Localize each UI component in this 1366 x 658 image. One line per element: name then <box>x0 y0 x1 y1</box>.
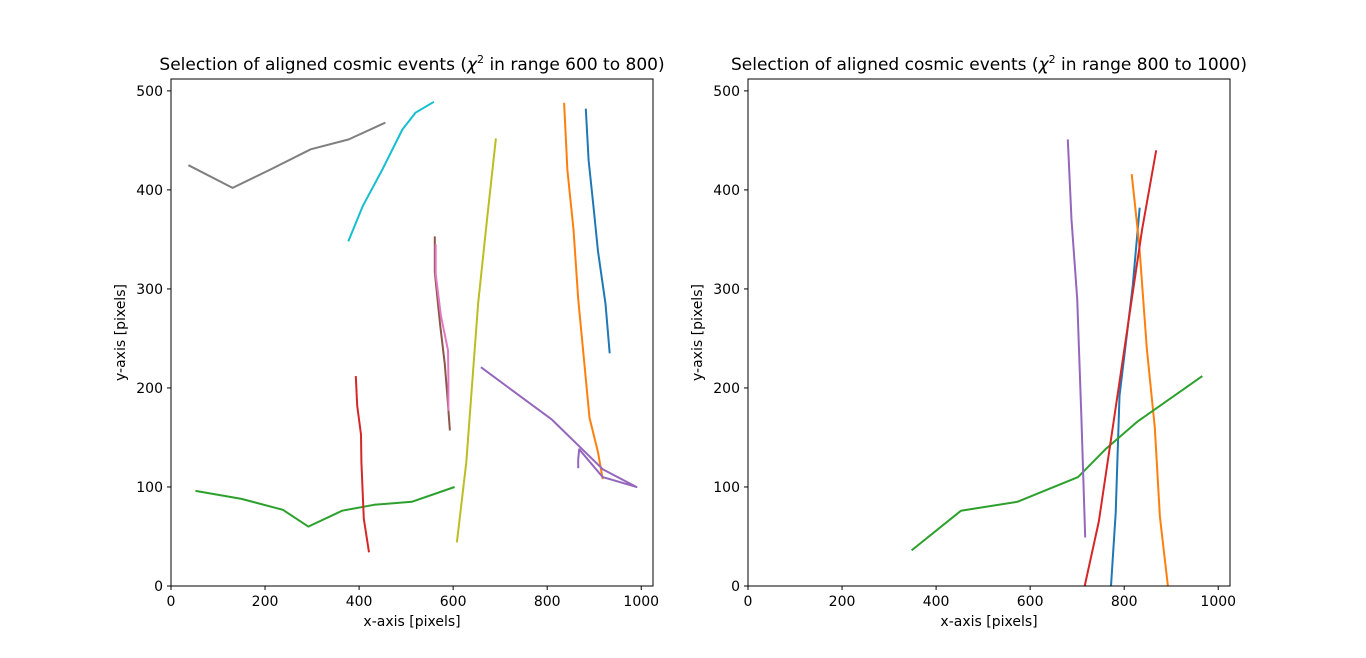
y-tick-label: 200 <box>136 381 163 397</box>
series-line-3 <box>910 375 1203 552</box>
x-tick-label: 1000 <box>1200 594 1236 610</box>
plot-area <box>910 139 1203 586</box>
x-tick-label: 800 <box>1111 594 1138 610</box>
y-tick-label: 300 <box>136 282 163 298</box>
y-tick-label: 0 <box>731 579 740 595</box>
x-tick-label: 200 <box>829 594 856 610</box>
y-tick-label: 200 <box>713 381 740 397</box>
chart-panel-right: 0 200 400 600 800 1000 0 100 200 300 400 500 x-axis … <box>690 53 1247 630</box>
x-tick-label: 600 <box>440 594 467 610</box>
x-tick-label: 1000 <box>623 594 659 610</box>
x-tick-label: 0 <box>167 594 176 610</box>
series-line-10 <box>347 100 435 242</box>
series-line-8 <box>187 121 386 189</box>
series-line-3 <box>195 486 455 528</box>
x-axis-label: x-axis [pixels] <box>363 614 460 630</box>
x-tick-label: 200 <box>252 594 279 610</box>
plot-area <box>187 100 638 553</box>
axes-frame <box>747 78 1231 587</box>
series-line-5 <box>1066 139 1087 538</box>
series-line-1 <box>1110 207 1141 586</box>
series-line-2 <box>1130 173 1169 586</box>
y-tick-label: 400 <box>713 183 740 199</box>
series-line-1 <box>584 108 611 354</box>
series-line-4 <box>1083 150 1158 586</box>
y-tick-label: 300 <box>713 282 740 298</box>
series-line-9 <box>455 138 497 543</box>
y-axis-label: y-axis [pixels] <box>690 284 706 381</box>
chart-panel-left: 0 200 400 600 800 1000 0 100 200 300 400 500 x-axis … <box>113 53 665 630</box>
y-tick-label: 100 <box>713 480 740 496</box>
x-tick-label: 400 <box>923 594 950 610</box>
y-tick-label: 0 <box>154 579 163 595</box>
y-tick-label: 500 <box>713 84 740 100</box>
x-tick-label: 600 <box>1017 594 1044 610</box>
y-tick-label: 100 <box>136 480 163 496</box>
chart-title: Selection of aligned cosmic events (χ2 i… <box>159 53 664 75</box>
y-tick-label: 500 <box>136 84 163 100</box>
x-tick-label: 0 <box>744 594 753 610</box>
series-line-2 <box>563 102 604 480</box>
y-tick-label: 400 <box>136 183 163 199</box>
x-axis-label: x-axis [pixels] <box>940 614 1037 630</box>
y-axis-label: y-axis [pixels] <box>113 284 129 381</box>
x-tick-label: 400 <box>346 594 373 610</box>
series-line-7 <box>434 244 450 411</box>
series-line-5 <box>480 366 638 488</box>
x-tick-label: 800 <box>534 594 561 610</box>
chart-title: Selection of aligned cosmic events (χ2 i… <box>731 53 1247 75</box>
series-line-4 <box>354 376 370 553</box>
axes-frame <box>170 78 654 587</box>
